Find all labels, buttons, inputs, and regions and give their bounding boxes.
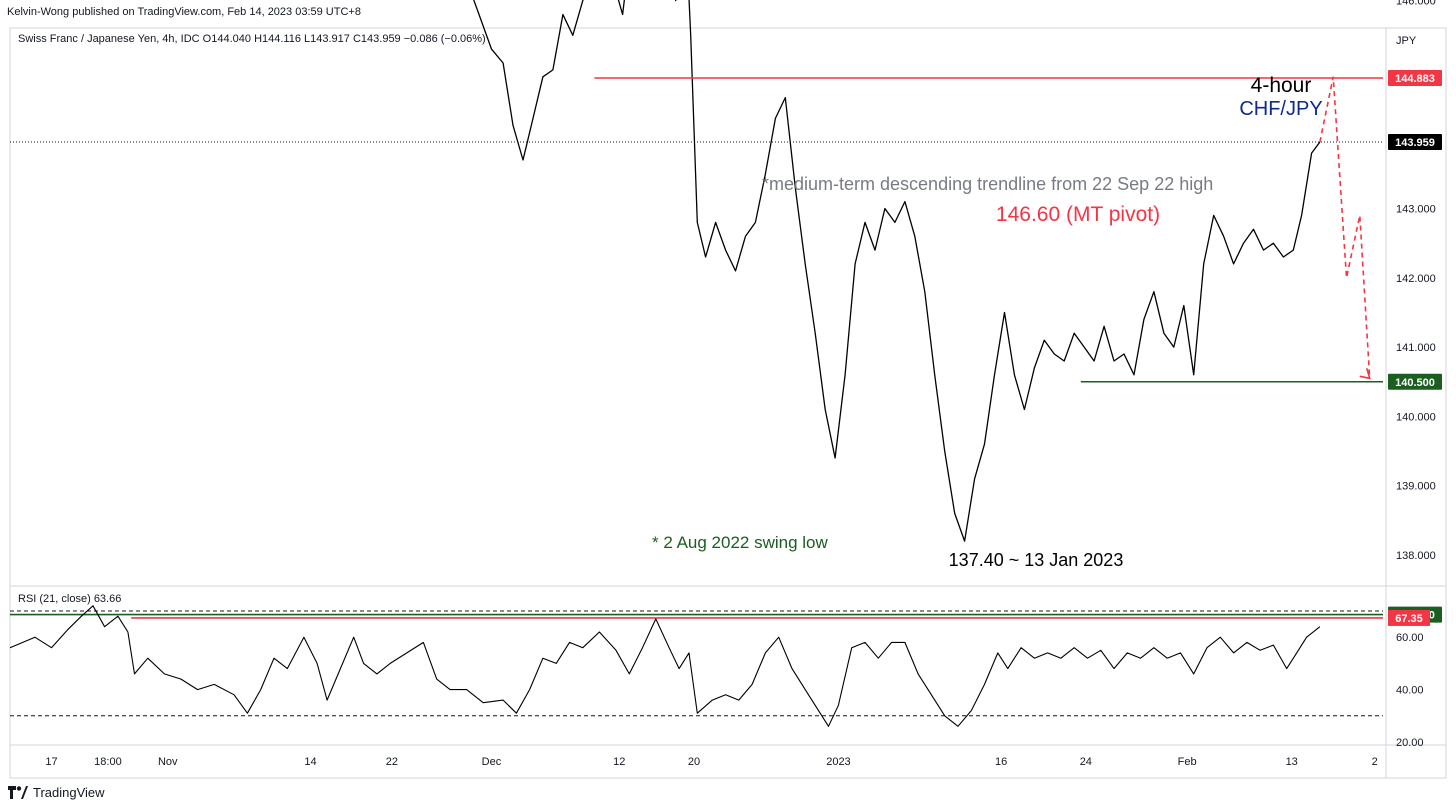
- time-axis-tick: 14: [304, 756, 316, 768]
- ohlc-close: C143.959: [352, 33, 401, 45]
- level-tag-143.959: [1388, 134, 1442, 151]
- level-label: 140.500: [1395, 377, 1435, 389]
- ohlc-open: O144.040: [202, 33, 251, 45]
- swing-low-annotation: * 2 Aug 2022 swing low: [652, 533, 829, 552]
- price-axis-tick: 146.000: [1396, 0, 1436, 8]
- time-axis-tick: Nov: [158, 756, 178, 768]
- tradingview-brand[interactable]: TradingView: [8, 785, 105, 800]
- time-axis-tick: Dec: [482, 756, 502, 768]
- ohlc-high: H144.116: [254, 33, 301, 45]
- rsi-series-line: [9, 605, 1321, 727]
- time-axis-tick: Feb: [1178, 756, 1197, 768]
- price-axis-tick: 140.000: [1396, 411, 1436, 423]
- tradingview-logo-icon: [8, 786, 28, 799]
- price-axis-tick: 138.000: [1396, 550, 1436, 562]
- pivot-annotation: 146.60 (MT pivot): [996, 203, 1160, 226]
- rsi-axis-tick: 60.00: [1396, 632, 1424, 644]
- time-axis-tick: 13: [1286, 756, 1298, 768]
- price-axis-tick: 141.000: [1396, 342, 1436, 354]
- projection-arrowhead: [1359, 368, 1371, 380]
- rsi-indicator-title[interactable]: RSI (21, close): [18, 593, 91, 605]
- price-axis-currency: JPY: [1396, 35, 1417, 47]
- symbol-title[interactable]: Swiss Franc / Japanese Yen, 4h, IDC: [18, 33, 200, 45]
- time-axis-tick: 24: [1080, 756, 1092, 768]
- rsi-resistance-label: 67.35: [1395, 613, 1423, 625]
- brand-name: TradingView: [33, 785, 105, 800]
- price-axis-tick: 143.000: [1396, 204, 1436, 216]
- rsi-axis-tick: 20.00: [1396, 737, 1424, 749]
- price-series-line: [473, 0, 1321, 542]
- chart-frame: [9, 27, 1447, 779]
- level-label: 143.959: [1395, 137, 1435, 149]
- time-axis-tick: 22: [386, 756, 398, 768]
- symbol-legend: Swiss Franc / Japanese Yen, 4h, IDC O144…: [18, 33, 486, 45]
- rsi-legend: RSI (21, close) 63.66: [18, 593, 121, 605]
- rsi-current-value: 63.66: [93, 593, 122, 605]
- time-axis-tick: 17: [45, 756, 57, 768]
- price-axis-tick: 139.000: [1396, 481, 1436, 493]
- publisher-line: Kelvin-Wong published on TradingView.com…: [7, 6, 361, 18]
- rsi-resistance-tag: [1388, 609, 1430, 626]
- time-axis-tick: 16: [995, 756, 1007, 768]
- ohlc-change: −0.086 (−0.06%): [403, 33, 486, 45]
- price-axis-tick: 142.000: [1396, 273, 1436, 285]
- pair-label: CHF/JPY: [1239, 98, 1322, 120]
- time-axis-tick: 2: [1372, 756, 1378, 768]
- trendline-annotation: *medium-term descending trendline from 2…: [762, 174, 1213, 194]
- level-label: 144.883: [1395, 73, 1435, 85]
- timeframe-label: 4-hour: [1251, 74, 1312, 97]
- level-tag-144.883: [1388, 70, 1442, 87]
- rsi-axis-tick: 40.00: [1396, 685, 1424, 697]
- projection-path: [1319, 76, 1371, 379]
- low-annotation: 137.40 ~ 13 Jan 2023: [949, 550, 1124, 570]
- level-tag-140.500: [1388, 373, 1442, 390]
- time-axis-tick: 20: [688, 756, 700, 768]
- time-axis-tick: 18:00: [94, 756, 122, 768]
- time-axis-tick: 2023: [826, 756, 850, 768]
- ohlc-low: L143.917: [304, 33, 350, 45]
- time-axis-tick: 12: [613, 756, 625, 768]
